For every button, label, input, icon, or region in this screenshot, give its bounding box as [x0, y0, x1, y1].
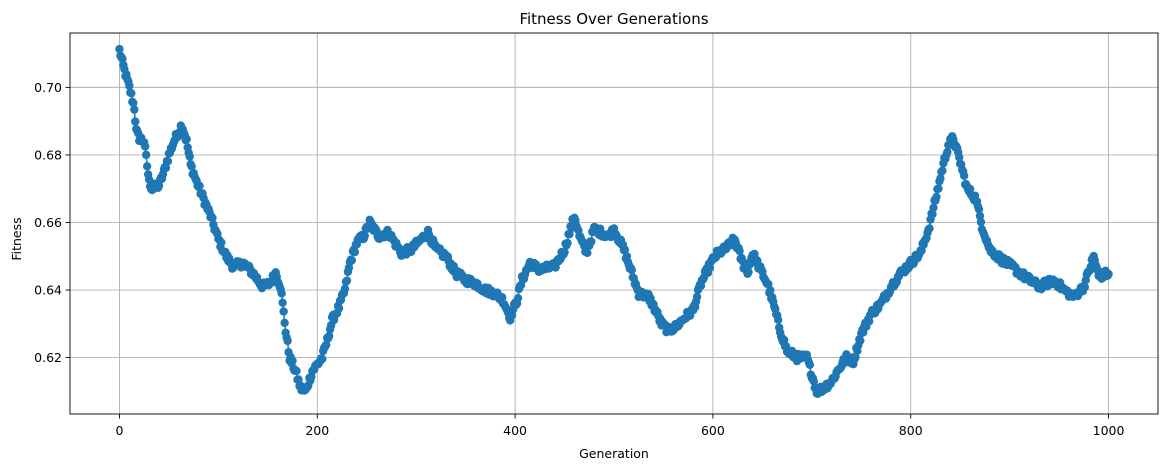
grid-layer	[70, 33, 1158, 414]
data-point	[127, 89, 136, 98]
data-point	[856, 336, 865, 345]
data-point	[318, 354, 327, 364]
data-point	[587, 237, 596, 246]
series-layer	[115, 44, 1113, 398]
data-point	[288, 356, 297, 365]
x-tick-label: 400	[503, 423, 527, 438]
data-point	[925, 224, 934, 233]
x-axis-label: Generation	[579, 446, 649, 461]
data-point	[161, 163, 171, 173]
data-point	[809, 377, 818, 386]
data-point	[140, 142, 150, 151]
data-point	[292, 366, 301, 376]
data-point	[943, 147, 952, 157]
data-point	[283, 336, 292, 346]
data-point	[217, 238, 226, 247]
data-point	[195, 181, 204, 191]
data-point	[334, 304, 344, 313]
data-point	[118, 54, 127, 63]
data-point	[321, 340, 331, 350]
data-point	[182, 134, 191, 144]
data-point	[342, 276, 352, 285]
data-point	[738, 256, 747, 266]
data-point	[959, 171, 969, 180]
chart-title: Fitness Over Generations	[519, 10, 708, 28]
data-point	[130, 105, 139, 114]
x-tick-label: 1000	[1093, 423, 1125, 438]
data-point	[513, 293, 523, 303]
data-point	[279, 307, 288, 316]
data-point	[954, 153, 964, 162]
y-tick-label: 0.64	[34, 283, 62, 298]
data-point	[563, 238, 572, 248]
data-point	[115, 44, 124, 54]
data-point	[1080, 283, 1090, 292]
data-point	[864, 317, 874, 326]
data-point	[278, 298, 287, 307]
data-point	[187, 162, 196, 171]
data-point	[560, 247, 569, 257]
data-point	[929, 203, 938, 212]
data-point	[185, 152, 194, 161]
data-point	[1104, 269, 1113, 279]
y-tick-label: 0.70	[34, 80, 62, 95]
y-tick-label: 0.68	[34, 147, 62, 162]
data-point	[350, 247, 360, 257]
data-point	[932, 192, 941, 202]
data-point	[976, 217, 986, 227]
data-point	[773, 315, 783, 325]
y-tick-label: 0.62	[34, 350, 62, 365]
x-tick-label: 800	[899, 423, 923, 438]
x-tick-label: 600	[701, 423, 725, 438]
y-tick-label: 0.66	[34, 215, 62, 230]
data-point	[142, 162, 152, 171]
data-point	[163, 157, 173, 166]
x-tick-label: 200	[305, 423, 329, 438]
axes-layer: 0 200 400 600 800 1000 0.62 0.64 0.66 0.68 0.70	[34, 32, 1159, 438]
data-point	[277, 289, 286, 298]
data-point	[851, 353, 860, 362]
data-point	[974, 205, 984, 214]
data-point	[805, 360, 815, 370]
data-point	[347, 256, 357, 265]
data-point	[779, 335, 789, 345]
data-point	[583, 248, 592, 258]
y-axis-label: Fitness	[9, 217, 24, 260]
data-point	[129, 98, 138, 108]
data-point	[498, 293, 507, 302]
data-point	[627, 265, 636, 275]
data-point	[934, 184, 943, 193]
data-point	[936, 174, 945, 183]
fitness-line	[118, 48, 1110, 395]
data-point	[144, 175, 154, 184]
data-point	[208, 213, 217, 223]
data-point	[280, 318, 289, 328]
data-point	[620, 245, 630, 254]
data-point	[141, 150, 151, 160]
x-tick-label: 0	[115, 423, 123, 438]
data-point	[766, 286, 775, 295]
data-point	[928, 210, 937, 219]
data-point	[744, 267, 753, 277]
data-point	[340, 284, 350, 293]
data-point	[131, 117, 140, 126]
data-point	[938, 166, 947, 175]
plot-frame	[69, 32, 1159, 415]
data-point	[692, 292, 702, 302]
data-point	[735, 246, 744, 256]
data-point	[125, 81, 134, 90]
data-point	[324, 331, 334, 341]
data-point	[360, 231, 369, 240]
